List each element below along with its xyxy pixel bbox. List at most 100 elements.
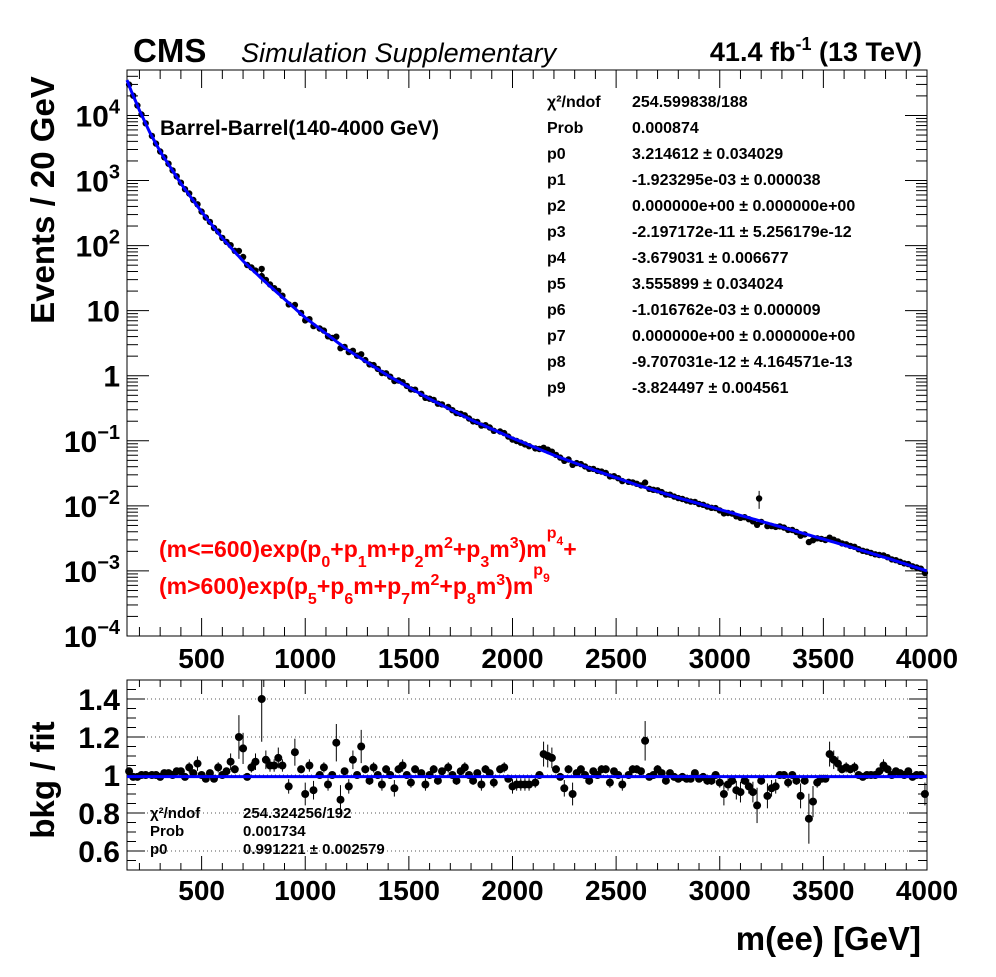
ratio-data-point [576, 765, 585, 774]
ratio-data-point [477, 780, 486, 789]
main-stat-name: p1 [547, 172, 566, 189]
main-stat-value: -9.707031e-12 ± 4.164571e-13 [632, 354, 853, 371]
main-stat-name: p4 [547, 250, 566, 267]
main-y-tick-label: 10 [87, 296, 120, 329]
main-stat-name: p9 [547, 380, 566, 397]
main-stat-name: p0 [547, 146, 566, 163]
ratio-y-tick-label: 0.8 [78, 798, 120, 831]
ratio-data-point [398, 761, 407, 770]
ratio-data-point [748, 788, 757, 797]
ratio-data-point [800, 776, 809, 785]
ratio-data-point [833, 759, 842, 768]
ratio-y-tick-label: 1 [103, 760, 120, 793]
main-x-tick-label: 2000 [481, 643, 543, 674]
category-label: Barrel-Barrel(140-4000 GeV) [160, 117, 439, 140]
ratio-data-point [707, 776, 716, 785]
main-stat-value: 0.000874 [632, 120, 699, 137]
ratio-stat-value: 254.324256/192 [243, 805, 351, 822]
ratio-data-point [452, 776, 461, 785]
ratio-x-tick-label: 3500 [792, 875, 854, 906]
main-x-ticks: 500 1000 1500 2000 2500 3000 3500 4000 [138, 70, 958, 674]
ratio-data-point [411, 765, 420, 774]
ratio-data-point [340, 767, 349, 776]
ratio-data-point [547, 753, 556, 762]
ratio-data-point [825, 750, 834, 759]
lumi-exponent: -1 [795, 34, 811, 54]
main-data-point [641, 479, 649, 486]
ratio-data-point [601, 765, 610, 774]
ratio-data-point [740, 776, 749, 785]
main-x-tick-label: 1000 [274, 643, 336, 674]
main-data-point [258, 265, 265, 273]
main-stat-value: 0.000000e+00 ± 0.000000e+00 [632, 198, 855, 215]
ratio-x-tick-label: 2500 [585, 875, 647, 906]
ratio-data-point [552, 765, 560, 774]
experiment-label: CMS [133, 32, 206, 69]
ratio-data-point [309, 786, 318, 795]
ratio-data-point [469, 776, 478, 785]
ratio-data-point [904, 767, 913, 776]
main-x-tick-label: 3000 [689, 643, 751, 674]
ratio-data-point [744, 782, 753, 791]
ratio-data-point [525, 780, 534, 789]
ratio-x-tick-label: 3000 [689, 875, 751, 906]
ratio-data-point [637, 767, 645, 776]
ratio-stats-box: χ²/ndof 254.324256/192 Prob 0.001734 p0 0.991… [150, 805, 385, 858]
ratio-data-point [214, 763, 223, 772]
ratio-x-ticks: 500 1000 1500 2000 2500 3000 3500 4000 [138, 680, 958, 906]
ratio-data-point [205, 769, 214, 778]
ratio-data-point [564, 765, 573, 774]
main-outlier-point [755, 495, 763, 502]
ratio-data-point [251, 757, 260, 766]
ratio-data-point [324, 780, 332, 789]
ratio-data-point [348, 755, 357, 764]
ratio-data-point [406, 778, 415, 787]
ratio-data-point [239, 744, 248, 753]
main-y-tick-label: 10−4 [64, 617, 121, 654]
ratio-data-point [560, 784, 569, 793]
ratio-stat-name: Prob [150, 823, 184, 840]
ratio-data-point [226, 757, 235, 766]
main-x-tick-label: 1500 [378, 643, 440, 674]
ratio-data-point [429, 765, 438, 774]
main-y-ticks: 10−4 10−3 10−2 10−1 1 10 102 103 104 [64, 69, 927, 654]
ratio-data-point [185, 763, 194, 772]
main-stat-value: -1.923295e-03 ± 0.000038 [632, 172, 821, 189]
ratio-data-point [875, 767, 884, 776]
main-stat-name: p7 [547, 328, 566, 345]
main-x-tick-label: 3500 [792, 643, 854, 674]
ratio-data-point [661, 776, 670, 785]
main-stats-box: χ²/ndof 254.599838/188 Prob 0.000874 p0 3.214… [547, 94, 855, 397]
main-panel: 500 1000 1500 2000 2500 3000 3500 4000 10−4 10−3… [24, 69, 958, 674]
ratio-data-points [125, 680, 929, 844]
main-stat-value: -1.016762e-03 ± 0.000009 [632, 302, 821, 319]
ratio-data-point [641, 736, 650, 745]
ratio-data-point [771, 782, 780, 791]
ratio-x-tick-label: 4000 [896, 875, 958, 906]
ratio-data-point [763, 791, 772, 800]
main-y-tick-label: 1 [103, 361, 120, 394]
formula-line-2: (m>600)exp(p5+p6m+p7m2+p8m3)mp9 [159, 562, 550, 608]
main-stat-name: Prob [547, 120, 584, 137]
ratio-data-point [715, 778, 724, 787]
main-stat-name: p3 [547, 224, 566, 241]
ratio-data-point [369, 763, 378, 772]
ratio-data-point [189, 769, 198, 778]
ratio-data-point [531, 778, 540, 787]
ratio-data-point [270, 761, 279, 770]
ratio-data-point [784, 778, 793, 787]
ratio-data-point [344, 782, 353, 791]
ratio-data-point [736, 788, 745, 797]
ratio-data-point [297, 765, 306, 774]
main-x-tick-label: 2500 [585, 643, 647, 674]
main-x-tick-label: 500 [178, 643, 225, 674]
main-x-tick-label: 4000 [896, 643, 958, 674]
ratio-data-point [290, 748, 299, 757]
ratio-data-point [284, 782, 293, 791]
ratio-data-point [796, 791, 805, 800]
ratio-y-tick-label: 0.6 [78, 836, 120, 869]
ratio-data-point [618, 780, 627, 789]
x-axis-label: m(ee) [GeV] [736, 920, 921, 957]
